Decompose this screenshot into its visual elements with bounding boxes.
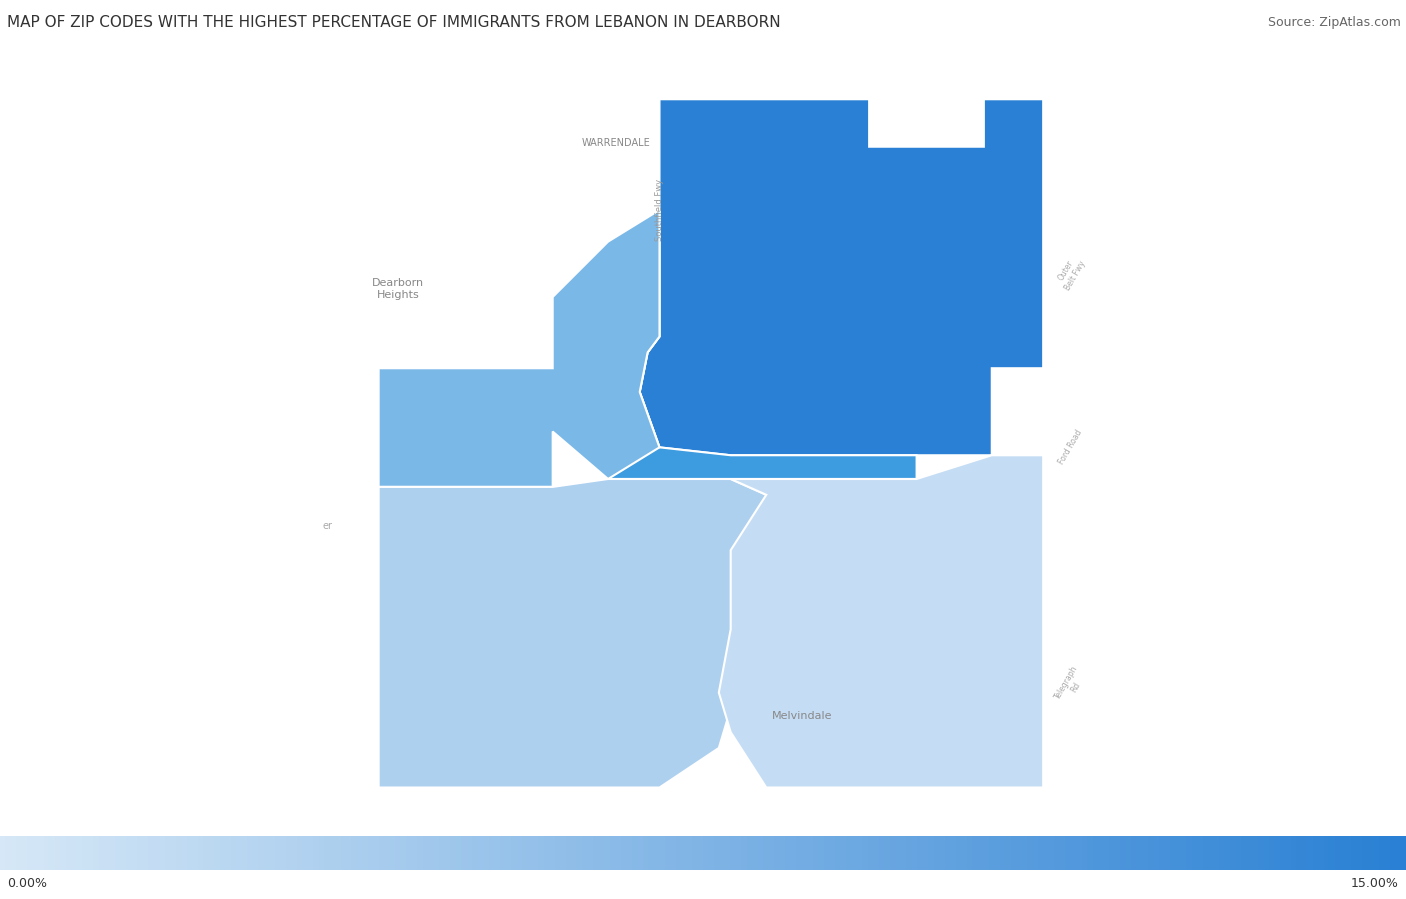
Text: MAP OF ZIP CODES WITH THE HIGHEST PERCENTAGE OF IMMIGRANTS FROM LEBANON IN DEARB: MAP OF ZIP CODES WITH THE HIGHEST PERCEN… xyxy=(7,15,780,30)
Text: Telegraph
Rd: Telegraph Rd xyxy=(1053,663,1088,706)
Text: Source: ZipAtlas.com: Source: ZipAtlas.com xyxy=(1268,16,1402,29)
Text: er: er xyxy=(322,521,332,531)
Polygon shape xyxy=(718,455,1043,788)
Text: Ford Road: Ford Road xyxy=(1057,429,1084,467)
Text: Dearborn
Heights: Dearborn Heights xyxy=(373,279,425,300)
Polygon shape xyxy=(378,479,799,788)
Text: 0.00%: 0.00% xyxy=(7,877,46,890)
Polygon shape xyxy=(553,210,917,479)
Polygon shape xyxy=(378,210,659,487)
Text: Melvindale: Melvindale xyxy=(772,711,832,721)
Text: Outer
Belt Fwy: Outer Belt Fwy xyxy=(1054,254,1087,292)
Polygon shape xyxy=(640,99,1043,455)
Text: Southfield Fwy: Southfield Fwy xyxy=(655,179,664,241)
Text: 15.00%: 15.00% xyxy=(1351,877,1399,890)
Text: WARRENDALE: WARRENDALE xyxy=(582,138,651,147)
